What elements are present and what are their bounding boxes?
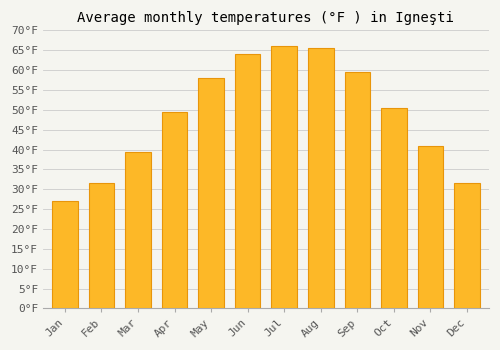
Bar: [454, 183, 480, 308]
Title: Average monthly temperatures (°F ) in Igneşti: Average monthly temperatures (°F ) in Ig…: [78, 11, 454, 25]
Bar: [235, 54, 260, 308]
Bar: [162, 112, 188, 308]
Bar: [52, 201, 78, 308]
Bar: [88, 183, 114, 308]
Bar: [381, 108, 406, 308]
Bar: [272, 46, 297, 308]
Bar: [344, 72, 370, 308]
Bar: [308, 48, 334, 308]
Bar: [418, 146, 443, 308]
Bar: [125, 152, 151, 308]
Bar: [198, 78, 224, 308]
